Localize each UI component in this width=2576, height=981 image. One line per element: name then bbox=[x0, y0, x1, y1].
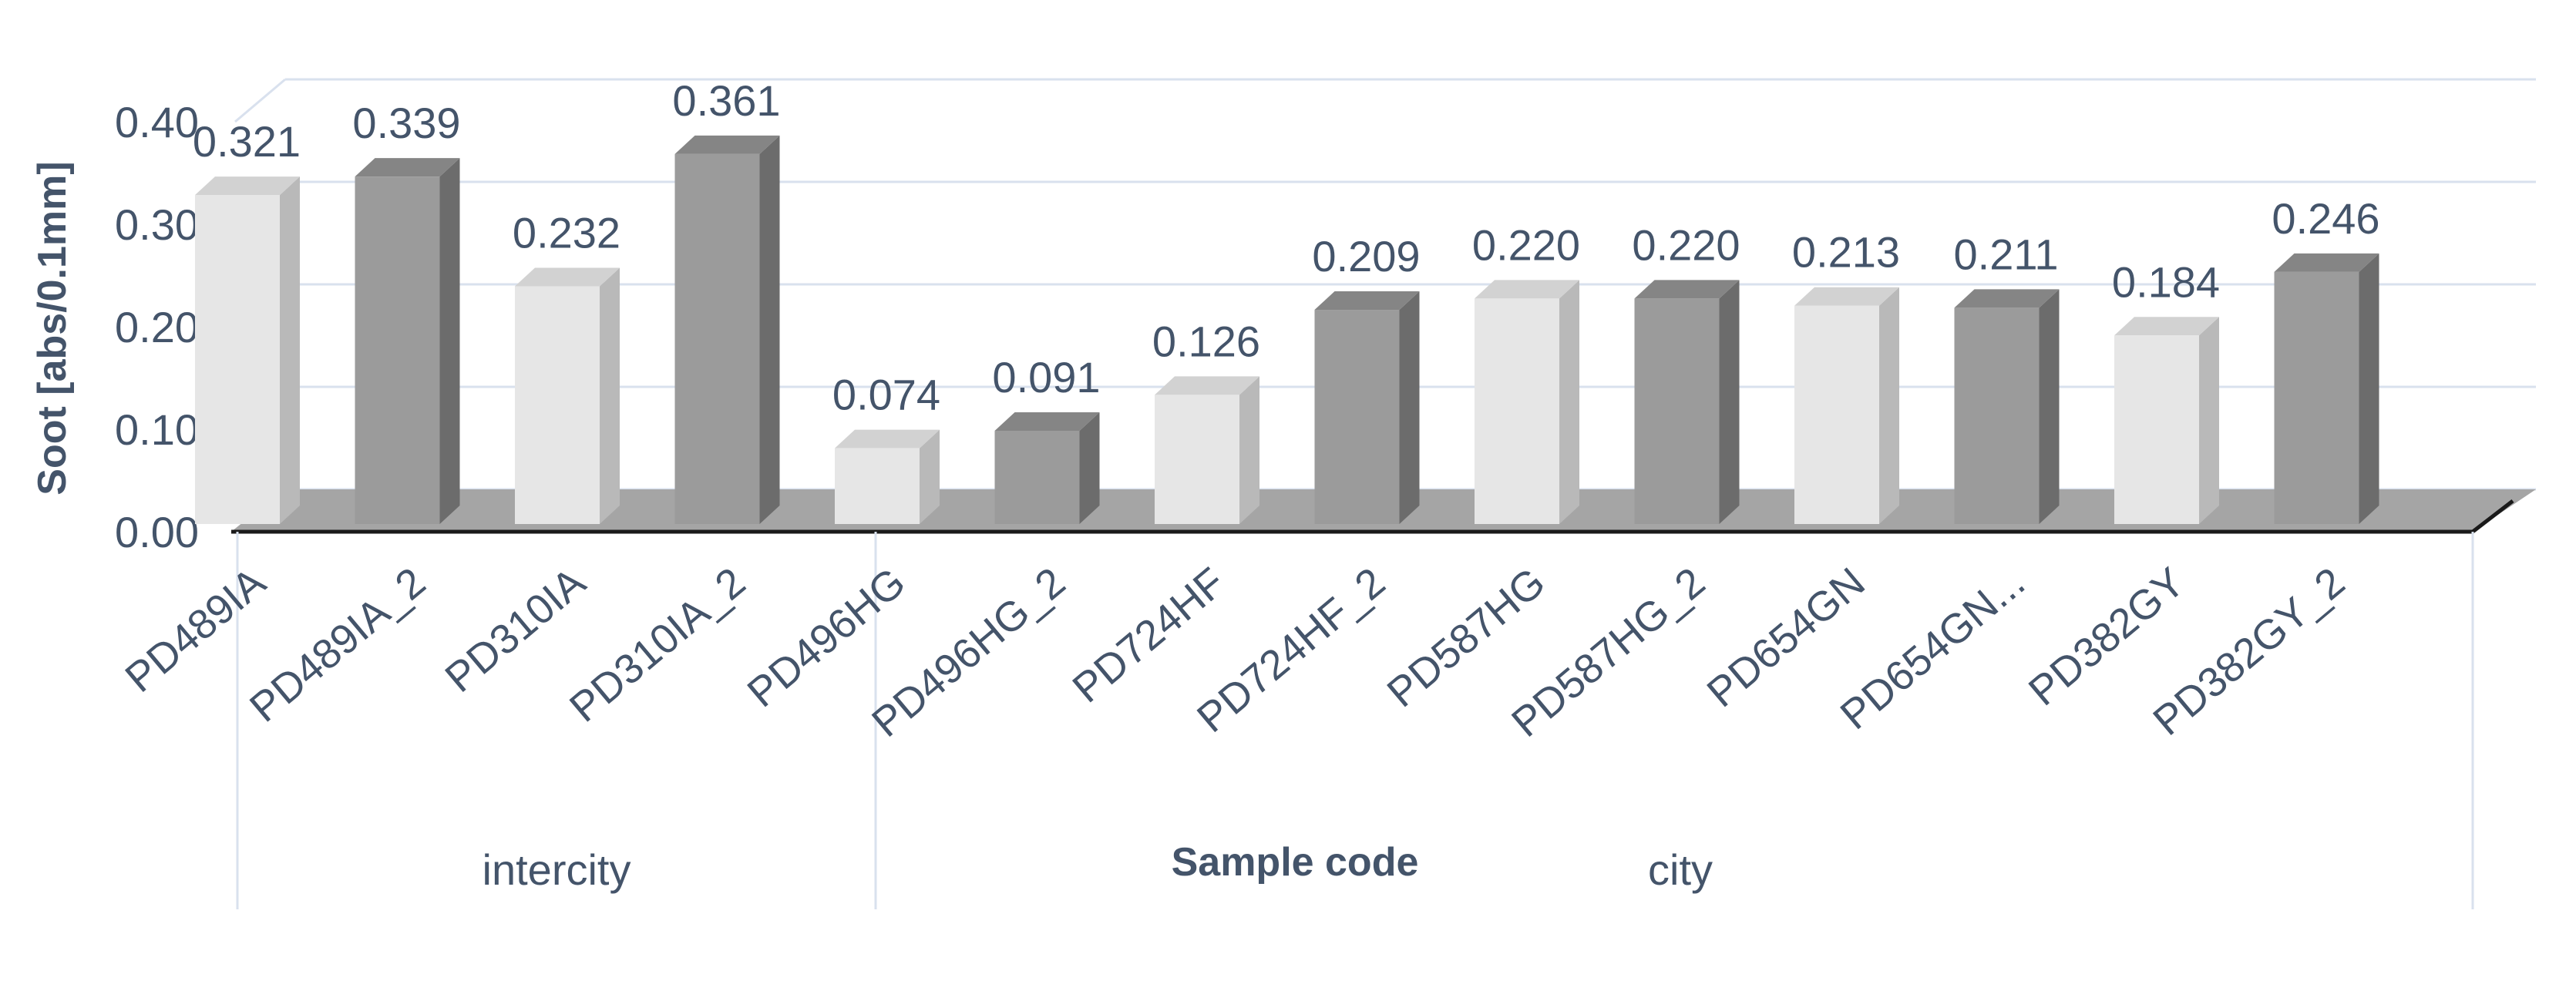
data-label: 0.209 bbox=[1312, 232, 1420, 281]
y-tick-label: 0.10 bbox=[115, 405, 199, 454]
category-label: PD489IA bbox=[117, 559, 274, 701]
y-tick-labels: 0.00 0.10 0.20 0.30 0.40 bbox=[115, 98, 199, 556]
bar-front bbox=[195, 195, 280, 524]
x-axis-title: Sample code bbox=[1172, 840, 1419, 885]
bar-top bbox=[2274, 253, 2379, 272]
bar bbox=[1954, 289, 2060, 524]
bar bbox=[1794, 287, 1899, 524]
bar-top bbox=[195, 176, 300, 196]
bar bbox=[674, 135, 780, 524]
bar-side bbox=[280, 176, 300, 524]
bar-top bbox=[674, 135, 780, 154]
data-label: 0.074 bbox=[832, 371, 940, 419]
data-label: 0.220 bbox=[1632, 220, 1740, 269]
bar bbox=[515, 267, 620, 524]
bar-side bbox=[2039, 289, 2060, 524]
y-tick-label: 0.00 bbox=[115, 508, 199, 556]
group-labels: intercity city bbox=[483, 845, 1713, 894]
bar bbox=[994, 412, 1100, 524]
category-label: PD310IA bbox=[437, 559, 594, 701]
data-label: 0.361 bbox=[672, 76, 780, 125]
bar-side bbox=[1879, 287, 1899, 524]
bar bbox=[1314, 291, 1420, 524]
bar bbox=[355, 158, 460, 524]
bar-front bbox=[1954, 307, 2040, 524]
bar bbox=[2114, 317, 2219, 524]
bar-side bbox=[439, 158, 460, 524]
bar-side bbox=[1559, 280, 1579, 524]
bar-side bbox=[1719, 280, 1740, 524]
bar-front bbox=[1314, 310, 1400, 524]
bar-top bbox=[355, 158, 460, 177]
bar-top bbox=[1794, 287, 1899, 306]
bars bbox=[195, 135, 2379, 524]
data-labels: 0.321 0.339 0.232 0.361 0.074 0.091 0.126 0.209… bbox=[193, 76, 2380, 419]
y-tick-label: 0.30 bbox=[115, 200, 199, 249]
bar-side bbox=[1239, 376, 1259, 524]
data-label: 0.126 bbox=[1152, 317, 1260, 365]
bar-front bbox=[515, 286, 600, 524]
data-label: 0.091 bbox=[992, 353, 1100, 401]
bar bbox=[2274, 253, 2379, 524]
bar-side bbox=[1079, 412, 1100, 524]
bar-front bbox=[674, 153, 760, 524]
category-label: PD489IA_2 bbox=[241, 559, 434, 731]
bar-side bbox=[600, 267, 620, 524]
bar bbox=[1475, 280, 1579, 524]
bar-top bbox=[1634, 280, 1740, 299]
bar-front bbox=[1634, 298, 1720, 524]
data-label: 0.184 bbox=[2112, 257, 2220, 306]
bar-top bbox=[994, 412, 1100, 431]
bar-top bbox=[1954, 289, 2060, 308]
data-label: 0.246 bbox=[2272, 194, 2379, 243]
data-label: 0.220 bbox=[1472, 220, 1580, 269]
bar-top bbox=[835, 429, 940, 449]
y-tick-label: 0.20 bbox=[115, 303, 199, 351]
bar-top bbox=[1155, 376, 1259, 395]
bar-top bbox=[1314, 291, 1420, 311]
bar bbox=[1634, 280, 1740, 524]
floor-side-edge bbox=[2471, 499, 2514, 533]
bar-front bbox=[2274, 271, 2359, 524]
group-label: intercity bbox=[483, 845, 631, 894]
group-label: city bbox=[1648, 845, 1713, 894]
gridline-diag bbox=[234, 78, 286, 123]
category-label: PD310IA_2 bbox=[561, 559, 754, 731]
bar-side bbox=[1399, 291, 1420, 524]
data-label: 0.339 bbox=[352, 99, 460, 147]
bar-front bbox=[1155, 395, 1239, 524]
y-axis-title: Soot [abs/0.1mm] bbox=[30, 161, 75, 495]
bar bbox=[1155, 376, 1259, 524]
bar-side bbox=[920, 429, 940, 524]
bar-side bbox=[2199, 317, 2219, 524]
bar-front bbox=[355, 176, 440, 524]
bar-top bbox=[515, 267, 620, 287]
bar-front bbox=[1475, 298, 1559, 524]
x-axis-frame bbox=[236, 532, 2474, 909]
bar-top bbox=[2114, 317, 2219, 336]
data-label: 0.232 bbox=[513, 208, 620, 257]
bar-top bbox=[1475, 280, 1579, 299]
bar-side bbox=[759, 135, 780, 524]
bar-front bbox=[994, 430, 1080, 524]
y-tick-label: 0.40 bbox=[115, 98, 199, 146]
data-label: 0.211 bbox=[1954, 230, 2059, 278]
bar-side bbox=[2359, 253, 2379, 524]
bar-front bbox=[2114, 335, 2199, 524]
bar-front bbox=[1794, 305, 1879, 524]
bar bbox=[195, 176, 300, 524]
bar bbox=[835, 429, 940, 524]
data-label: 0.213 bbox=[1792, 228, 1900, 277]
data-label: 0.321 bbox=[193, 117, 301, 166]
bar-front bbox=[835, 448, 920, 524]
